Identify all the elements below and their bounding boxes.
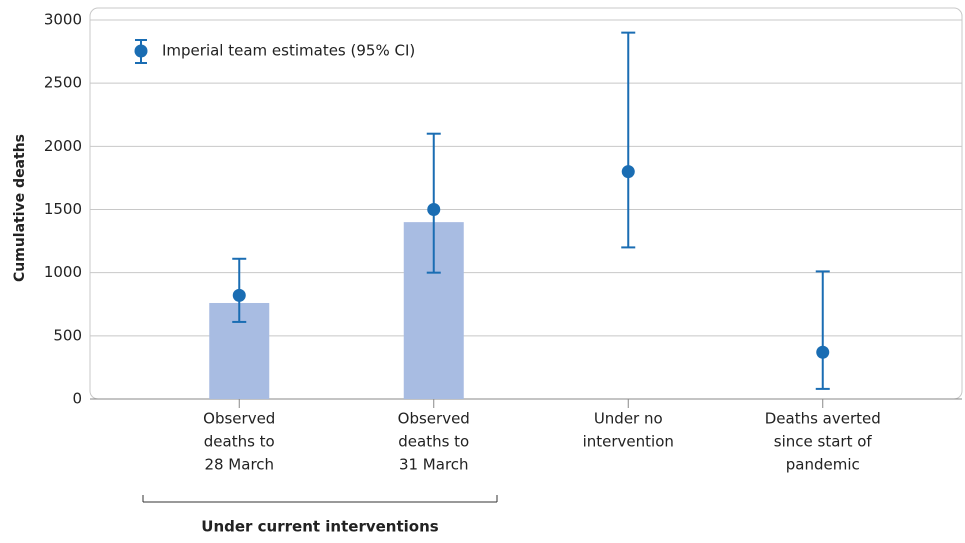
estimate-point — [232, 288, 246, 302]
x-tick-label: 31 March — [399, 456, 469, 474]
x-tick-label: Observed — [203, 410, 275, 428]
group-label: Under current interventions — [201, 518, 438, 536]
x-tick-label: Observed — [398, 410, 470, 428]
estimate-point — [621, 165, 635, 179]
estimate-point — [816, 345, 830, 359]
y-tick-label: 1000 — [44, 263, 82, 281]
x-tick-label: deaths to — [204, 433, 275, 451]
y-axis-label: Cumulative deaths — [12, 134, 28, 282]
legend-marker — [134, 44, 148, 58]
y-tick-label: 2500 — [44, 74, 82, 92]
x-tick-label: Under no — [594, 410, 663, 428]
legend-label: Imperial team estimates (95% CI) — [162, 42, 415, 60]
x-tick-label: 28 March — [204, 456, 274, 474]
x-tick-label: deaths to — [398, 433, 469, 451]
y-tick-label: 0 — [72, 390, 82, 408]
x-tick-label: since start of — [774, 433, 873, 451]
x-tick-label: intervention — [583, 433, 674, 451]
y-tick-label: 3000 — [44, 11, 82, 29]
y-tick-label: 2000 — [44, 137, 82, 155]
y-tick-label: 1500 — [44, 200, 82, 218]
y-tick-label: 500 — [53, 326, 82, 344]
estimate-point — [427, 203, 441, 216]
x-tick-label: pandemic — [786, 456, 860, 474]
x-tick-label: Deaths averted — [765, 410, 881, 428]
